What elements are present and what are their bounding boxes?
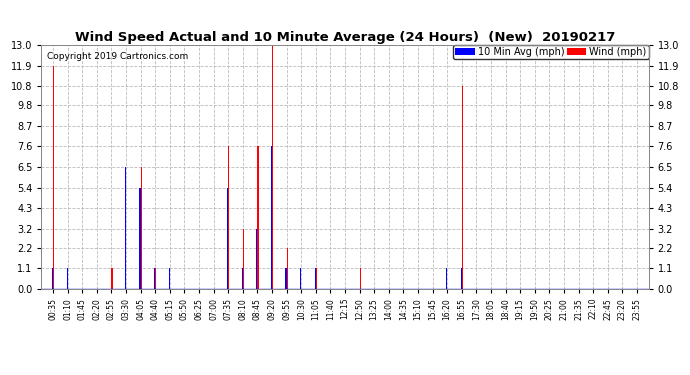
Bar	[155, 268, 157, 289]
Bar	[359, 268, 361, 289]
Bar	[139, 188, 141, 289]
Bar	[300, 268, 302, 289]
Bar	[446, 268, 447, 289]
Bar	[257, 146, 259, 289]
Bar	[125, 167, 126, 289]
Bar	[271, 146, 272, 289]
Bar	[66, 268, 68, 289]
Bar	[316, 268, 317, 289]
Bar	[52, 268, 53, 289]
Bar	[241, 268, 243, 289]
Bar	[286, 248, 288, 289]
Legend: 10 Min Avg (mph), Wind (mph): 10 Min Avg (mph), Wind (mph)	[453, 45, 649, 59]
Bar	[256, 229, 257, 289]
Bar	[154, 268, 155, 289]
Bar	[53, 66, 55, 289]
Bar	[461, 268, 462, 289]
Bar	[272, 45, 273, 289]
Bar	[141, 167, 142, 289]
Bar	[228, 146, 229, 289]
Title: Wind Speed Actual and 10 Minute Average (24 Hours)  (New)  20190217: Wind Speed Actual and 10 Minute Average …	[75, 31, 615, 44]
Bar	[168, 268, 170, 289]
Bar	[315, 268, 316, 289]
Bar	[243, 229, 244, 289]
Bar	[462, 86, 463, 289]
Bar	[227, 188, 228, 289]
Text: Copyright 2019 Cartronics.com: Copyright 2019 Cartronics.com	[48, 53, 189, 61]
